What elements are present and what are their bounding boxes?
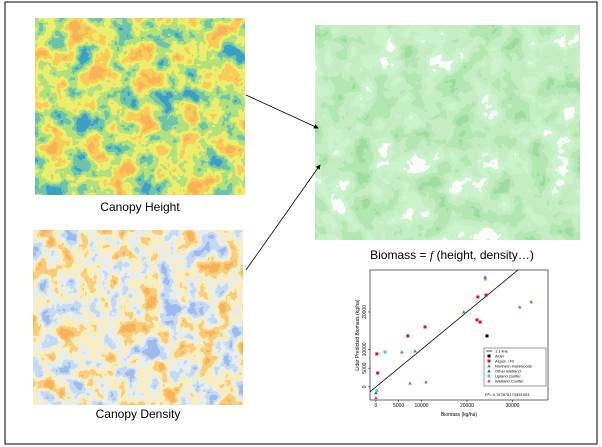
figure: Canopy Height Canopy Density Biomass = f… bbox=[0, 0, 602, 447]
legend-marker bbox=[488, 360, 491, 363]
caption: Canopy Density bbox=[96, 407, 181, 421]
point bbox=[485, 294, 488, 297]
annotation: R²= 0.767876173391003 bbox=[485, 392, 530, 397]
point bbox=[476, 295, 479, 298]
caption: Canopy Height bbox=[100, 200, 180, 214]
legend-marker bbox=[488, 375, 491, 378]
arrow bbox=[246, 95, 318, 128]
point bbox=[384, 351, 387, 354]
y-tick-label: 5000 bbox=[362, 362, 368, 373]
point bbox=[376, 372, 379, 375]
point bbox=[475, 318, 478, 321]
canopy-density-image bbox=[33, 230, 243, 405]
y-tick-label: 0 bbox=[362, 385, 368, 388]
y-tick-label: 20000 bbox=[362, 305, 368, 319]
y-axis-label: Lidar Predicted Biomass (kg/ha) bbox=[355, 299, 361, 370]
biomass-map bbox=[315, 25, 580, 240]
x-tick-label: 10000 bbox=[414, 403, 428, 409]
caption-part: (height, density…) bbox=[433, 248, 534, 262]
arrow bbox=[246, 165, 320, 270]
y-tick-label: 10000 bbox=[362, 342, 368, 356]
page: Canopy Height Canopy Density Biomass = f… bbox=[0, 0, 602, 447]
x-tick-label: 30000 bbox=[506, 403, 520, 409]
point bbox=[485, 334, 488, 337]
caption-part: Biomass = bbox=[370, 248, 430, 262]
point bbox=[375, 389, 378, 392]
x-tick-label: 0 bbox=[375, 403, 378, 409]
point bbox=[375, 352, 378, 355]
legend-label: Wetland Conifer bbox=[495, 378, 524, 383]
point bbox=[406, 334, 409, 337]
caption: Biomass = f (height, density…) bbox=[370, 248, 534, 262]
x-tick-label: 5000 bbox=[393, 403, 404, 409]
point bbox=[479, 321, 482, 324]
x-axis-label: Biomass (kg/ha) bbox=[441, 412, 477, 418]
legend-marker bbox=[488, 355, 491, 358]
x-tick-label: 20000 bbox=[460, 403, 474, 409]
point bbox=[424, 325, 427, 328]
canopy-height-image bbox=[35, 18, 245, 195]
scatter-plot: 0 5000 10000 20000 30000 0 5000 10000 20000 Bioma… bbox=[355, 270, 548, 418]
